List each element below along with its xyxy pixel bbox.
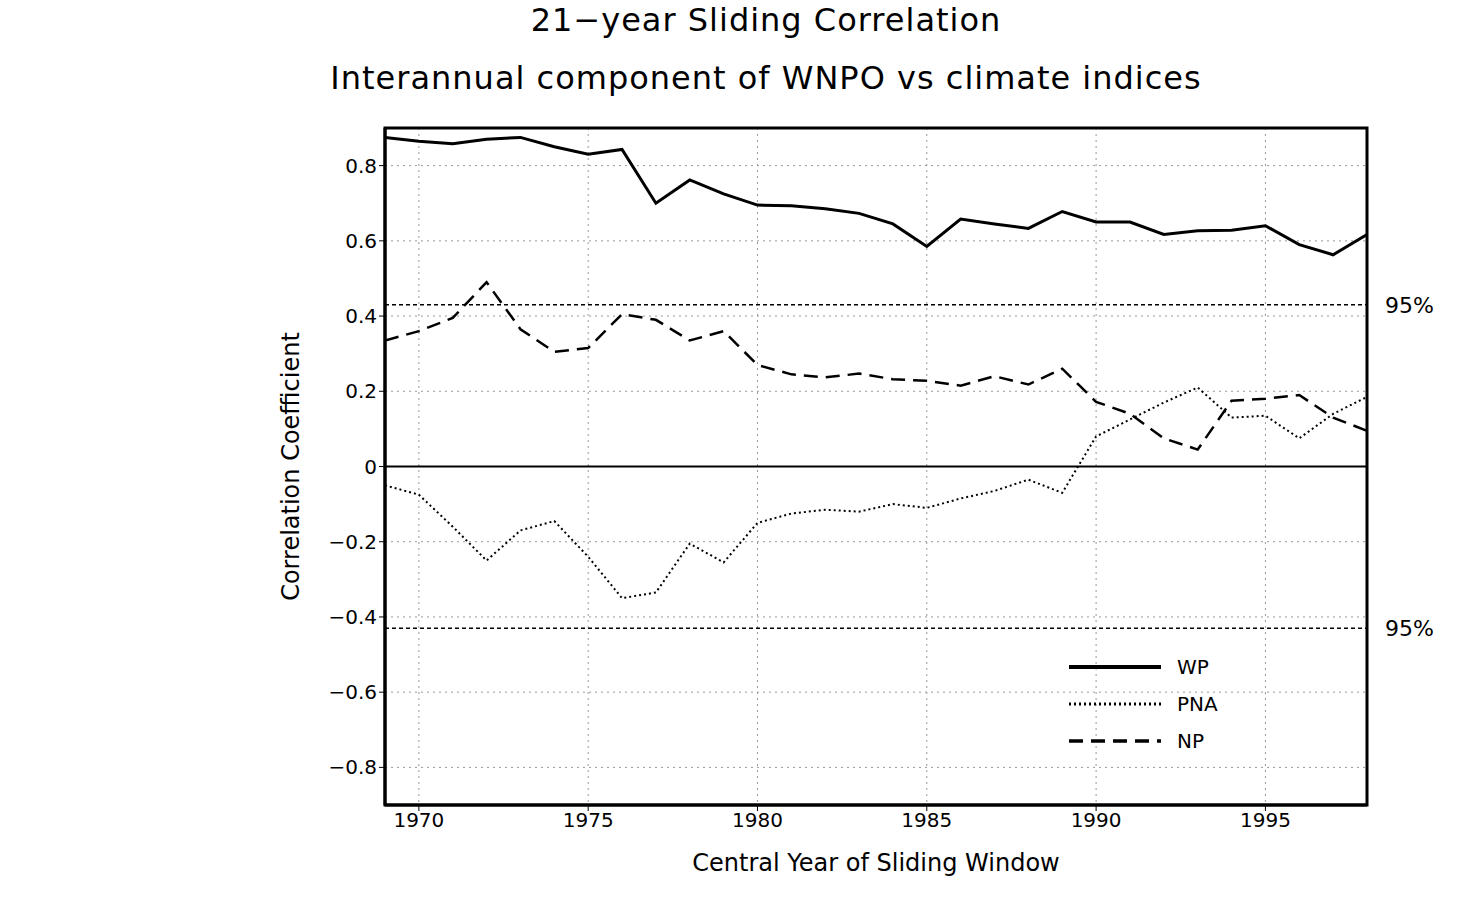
svg-text:0.6: 0.6 <box>345 229 377 253</box>
html-text:NP: NP <box>1177 728 1204 753</box>
html-text:Interannual component of WNPO: Interannual component of WNPO vs climate… <box>330 59 1202 97</box>
svg-text:−0.4: −0.4 <box>328 605 377 629</box>
svg-text:95%: 95% <box>1385 293 1434 318</box>
svg-text:1990: 1990 <box>1071 808 1122 832</box>
svg-text:0.2: 0.2 <box>345 379 377 403</box>
svg-text:1970: 1970 <box>393 808 444 832</box>
svg-text:1980: 1980 <box>732 808 783 832</box>
svg-text:0.4: 0.4 <box>345 304 377 328</box>
svg-text:1985: 1985 <box>901 808 952 832</box>
html-text:PNA: PNA <box>1177 691 1218 716</box>
svg-text:−0.2: −0.2 <box>328 530 377 554</box>
svg-text:−0.8: −0.8 <box>328 755 377 779</box>
svg-text:0.8: 0.8 <box>345 154 377 178</box>
svg-text:1995: 1995 <box>1240 808 1291 832</box>
html-text:WP: WP <box>1177 654 1209 679</box>
svg-text:−0.6: −0.6 <box>328 680 377 704</box>
html-text:21−year Sliding Correlation: 21−year Sliding Correlation <box>530 1 1002 39</box>
svg-text:95%: 95% <box>1385 616 1434 641</box>
svg-text:Central Year of Sliding Window: Central Year of Sliding Window <box>692 849 1059 877</box>
svg-text:1975: 1975 <box>563 808 614 832</box>
svg-text:0: 0 <box>364 455 377 479</box>
svg-text:Correlation Coefficient: Correlation Coefficient <box>277 332 305 601</box>
